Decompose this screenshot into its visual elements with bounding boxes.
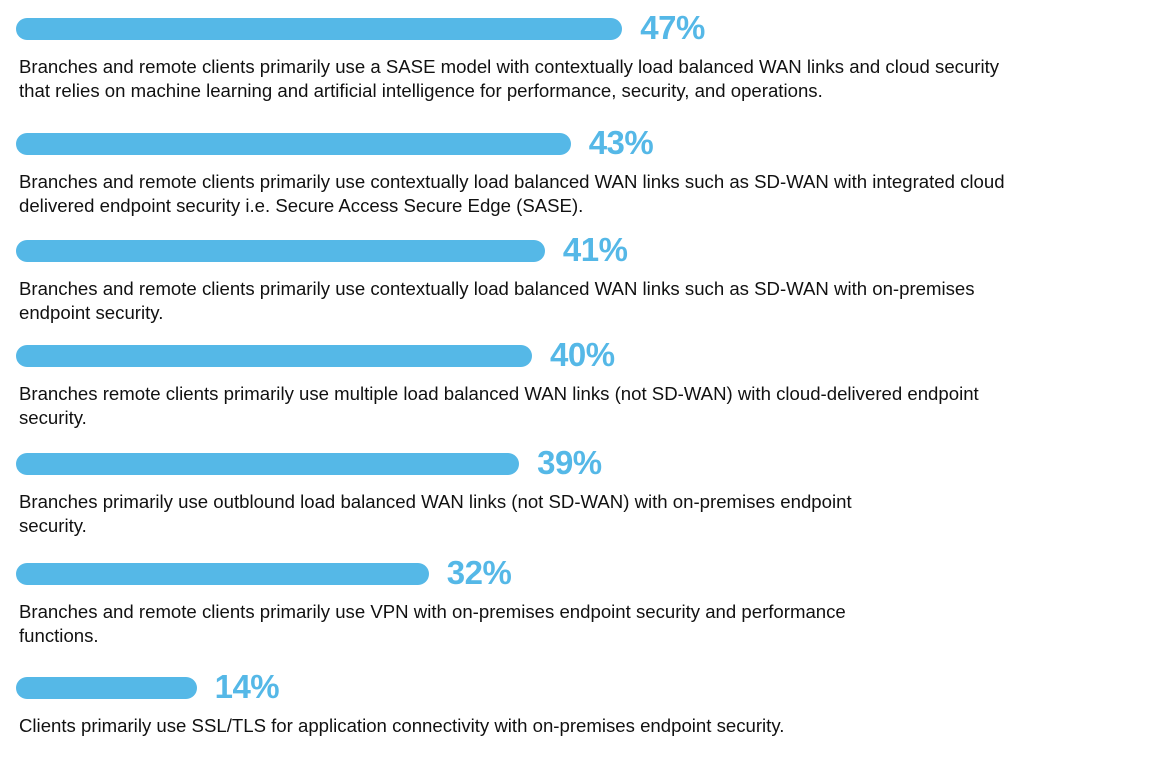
data-label: 14% bbox=[214, 668, 280, 705]
category-label-line: that relies on machine learning and arti… bbox=[19, 80, 823, 101]
category-label-line: delivered endpoint security i.e. Secure … bbox=[19, 195, 584, 216]
category-label-line: endpoint security. bbox=[19, 302, 164, 323]
bar bbox=[16, 240, 545, 262]
data-label: 41% bbox=[562, 231, 628, 268]
bar bbox=[16, 18, 623, 40]
category-label: Branches primarily use outblound load ba… bbox=[19, 490, 852, 538]
category-label: Clients primarily use SSL/TLS for applic… bbox=[19, 714, 784, 738]
category-label-line: Branches remote clients primarily use mu… bbox=[19, 383, 979, 404]
category-label-line: Clients primarily use SSL/TLS for applic… bbox=[19, 715, 785, 736]
category-label: Branches and remote clients primarily us… bbox=[19, 277, 975, 325]
category-label-line: security. bbox=[19, 407, 87, 428]
category-label-line: functions. bbox=[19, 625, 99, 646]
data-label: 47% bbox=[640, 9, 705, 46]
bar bbox=[16, 563, 429, 585]
data-label: 32% bbox=[446, 554, 512, 591]
category-label-line: Branches and remote clients primarily us… bbox=[19, 171, 1005, 192]
data-label: 40% bbox=[550, 336, 615, 373]
bar bbox=[16, 133, 571, 155]
data-label: 43% bbox=[588, 124, 654, 161]
category-label-line: Branches and remote clients primarily us… bbox=[19, 56, 1000, 77]
category-label: Branches remote clients primarily use mu… bbox=[19, 382, 979, 430]
bar bbox=[16, 677, 197, 699]
category-label: Branches and remote clients primarily us… bbox=[19, 55, 999, 103]
category-label-line: Branches and remote clients primarily us… bbox=[19, 278, 975, 299]
category-label: Branches and remote clients primarily us… bbox=[19, 170, 1005, 218]
category-label-line: Branches and remote clients primarily us… bbox=[19, 601, 846, 622]
data-label: 39% bbox=[537, 444, 602, 481]
category-label: Branches and remote clients primarily us… bbox=[19, 600, 846, 648]
category-label-line: Branches primarily use outblound load ba… bbox=[19, 491, 852, 512]
bar bbox=[16, 345, 532, 367]
bar bbox=[16, 453, 520, 475]
category-label-line: security. bbox=[19, 515, 87, 536]
